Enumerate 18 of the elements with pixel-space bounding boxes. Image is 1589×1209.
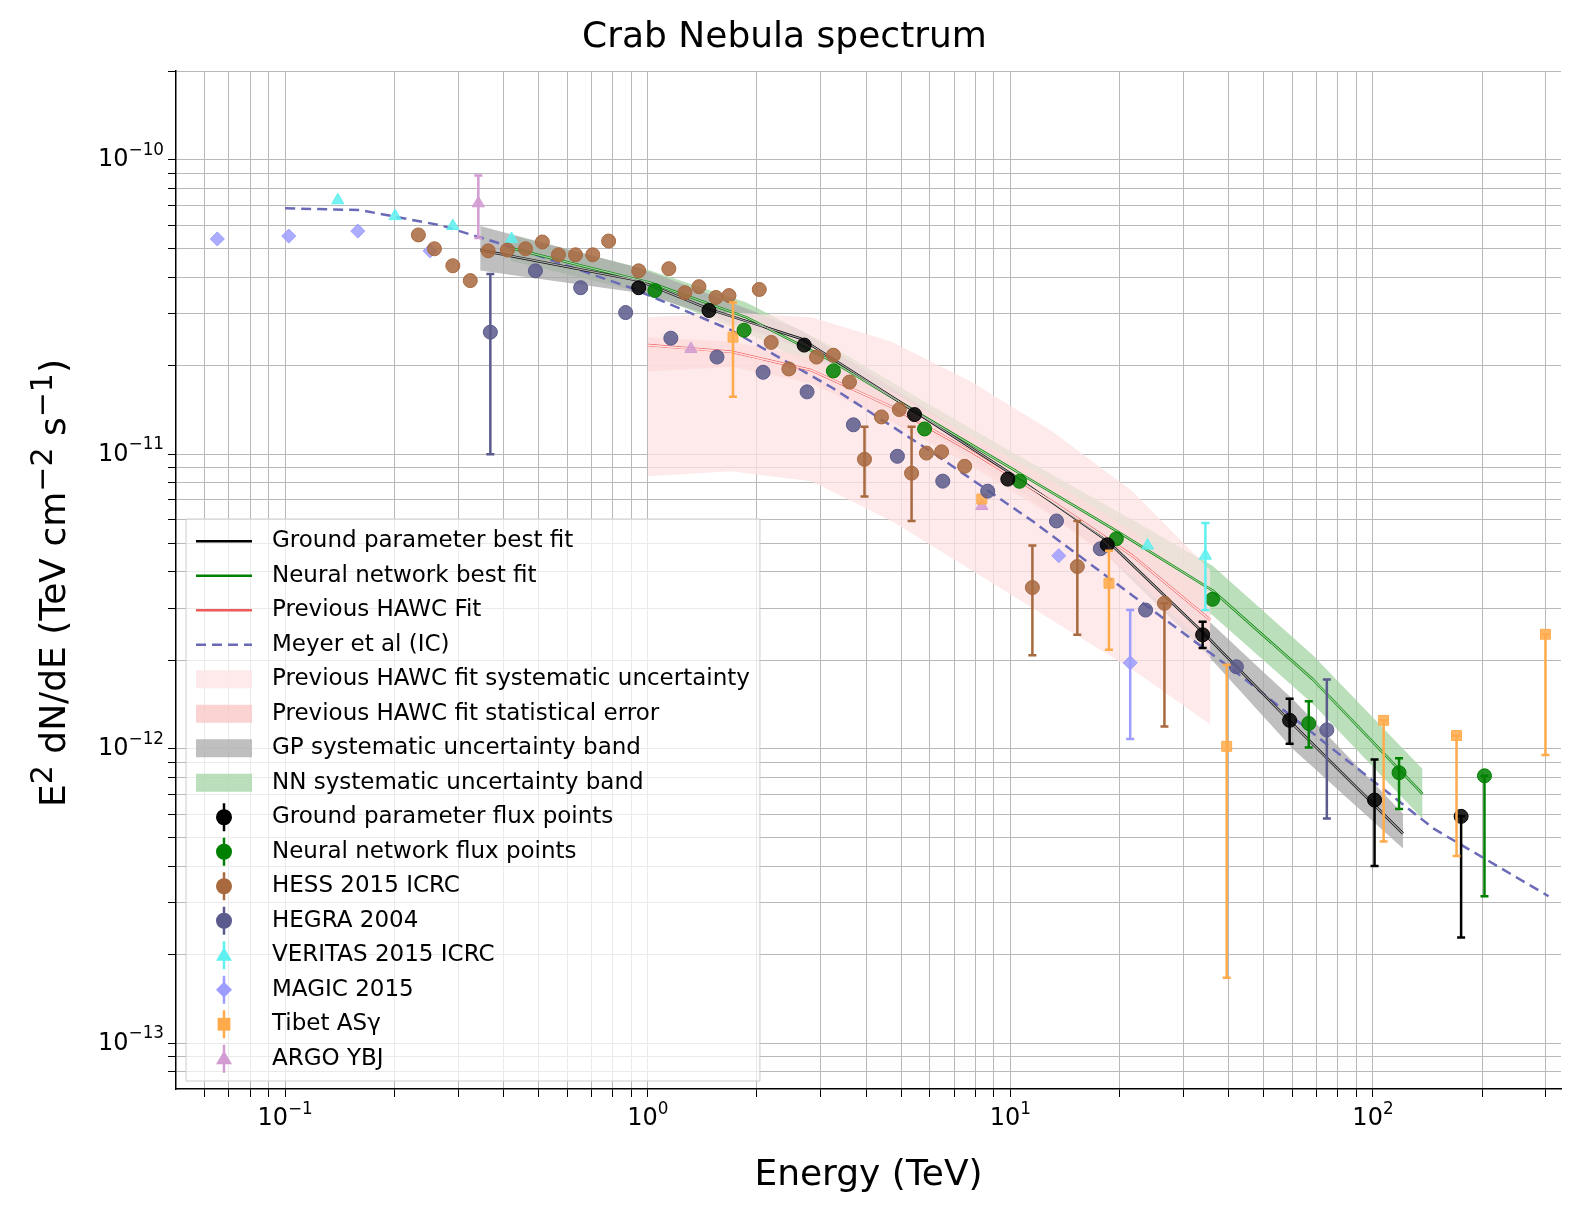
legend-label: ARGO YBJ: [272, 1043, 384, 1070]
legend-label: Tibet ASγ: [271, 1009, 381, 1036]
legend-label: VERITAS 2015 ICRC: [272, 940, 495, 967]
legend-label: Ground parameter flux points: [272, 802, 614, 829]
legend-label: Neural network flux points: [272, 836, 577, 863]
legend-label: Ground parameter best fit: [272, 526, 574, 553]
legend-label: MAGIC 2015: [272, 974, 414, 1001]
legend-label: Neural network best fit: [272, 560, 537, 587]
chart-title: Crab Nebula spectrum: [582, 13, 987, 55]
legend-label: Previous HAWC Fit: [272, 595, 482, 622]
x-axis-title: Energy (TeV): [754, 1151, 983, 1193]
legend-label: NN systematic uncertainty band: [272, 767, 644, 794]
legend-label: HESS 2015 ICRC: [272, 871, 460, 898]
legend-label: Meyer et al (IC): [272, 629, 450, 656]
legend-label: HEGRA 2004: [272, 905, 419, 932]
legend-label: Previous HAWC fit systematic uncertainty: [272, 664, 750, 691]
legend-label: GP systematic uncertainty band: [272, 733, 641, 760]
legend-label: Previous HAWC fit statistical error: [272, 698, 660, 725]
